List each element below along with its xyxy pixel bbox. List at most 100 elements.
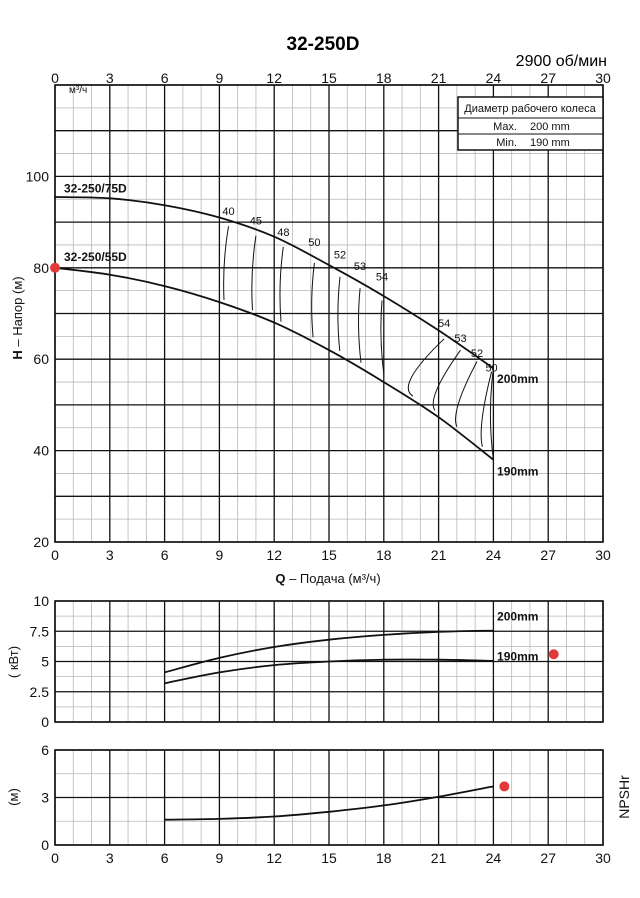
efficiency-label: 54	[376, 272, 388, 284]
head-top-x-tick-label: 12	[266, 70, 282, 86]
head-top-x-tick-label: 24	[486, 70, 502, 86]
head-top-x-tick-label: 3	[106, 70, 114, 86]
npsh-side-label: NPSHr	[616, 775, 632, 819]
head-x-tick-label: 24	[486, 547, 502, 563]
npsh-frame	[54, 749, 604, 846]
head-x-tick-label: 30	[595, 547, 611, 563]
impeller-max-value: 200 mm	[530, 121, 570, 133]
efficiency-iso-line	[251, 235, 257, 311]
efficiency-label: 50	[308, 237, 320, 249]
npsh-x-tick-label: 3	[106, 850, 114, 866]
efficiency-label: 52	[334, 250, 346, 262]
diameter-label-190: 190mm	[497, 464, 538, 478]
npsh-x-tick-label: 9	[216, 850, 224, 866]
efficiency-label: 52	[471, 348, 483, 360]
diameter-label-200: 200mm	[497, 372, 538, 386]
power-y-tick-label: 7.5	[30, 623, 50, 639]
efficiency-iso-line	[380, 300, 385, 376]
npsh-x-tick-label: 15	[321, 850, 337, 866]
npsh-x-tick-label: 18	[376, 850, 392, 866]
head-x-tick-label: 3	[106, 547, 114, 563]
chart-title: 32-250D	[287, 34, 360, 55]
power-frame	[54, 600, 604, 723]
npsh-x-tick-label: 6	[161, 850, 169, 866]
head-chart: 20 40 60 80 100 0 3 6 9 12 15 18 21 24 27 30 0 3 6 9 12 15 18 2…	[26, 70, 611, 563]
head-x-tick-label: 6	[161, 547, 169, 563]
efficiency-label: 54	[438, 318, 450, 330]
efficiency-iso-line	[407, 338, 445, 397]
head-top-x-tick-label: 18	[376, 70, 392, 86]
head-x-tick-label: 21	[431, 547, 447, 563]
power-y-tick-label: 0	[41, 714, 49, 730]
y-axis-power-label: ( кВт)	[6, 646, 21, 678]
head-top-x-tick-label: 6	[161, 70, 169, 86]
power-label-200: 200mm	[497, 609, 538, 623]
head-top-x-tick-label: 9	[216, 70, 224, 86]
power-red-marker	[548, 649, 559, 660]
efficiency-iso-line	[337, 276, 341, 352]
y-axis-npsh-label: (м)	[6, 788, 21, 806]
npsh-chart: 0 3 6 0 3 6 9 12 15 18 21 24 27 30	[41, 742, 611, 866]
model-label-55d: 32-250/55D	[64, 250, 127, 264]
head-top-x-tick-label: 30	[595, 70, 611, 86]
power-y-tick-label: 2.5	[30, 684, 50, 700]
efficiency-label: 40	[222, 206, 234, 218]
y-axis-head-symbol: H	[10, 350, 25, 359]
npsh-red-marker	[499, 781, 510, 792]
head-x-tick-label: 18	[376, 547, 392, 563]
power-series-190mm	[164, 658, 494, 685]
head-x-tick-label: 27	[540, 547, 556, 563]
head-x-tick-label: 0	[51, 547, 59, 563]
head-y-tick-label: 80	[33, 260, 49, 276]
head-y-tick-label: 60	[33, 351, 49, 367]
npsh-series-NPSHr	[164, 785, 494, 821]
npsh-y-tick-label: 6	[41, 742, 49, 758]
power-chart: 0 2.5 5 7.5 10 200mm 190mm	[30, 593, 604, 730]
efficiency-iso-line	[480, 371, 493, 447]
power-series-200mm	[164, 629, 494, 674]
y-axis-head-text: – Напор (м)	[10, 276, 25, 350]
npsh-x-tick-label: 12	[266, 850, 282, 866]
efficiency-label: 45	[250, 215, 262, 227]
head-top-x-tick-label: 15	[321, 70, 337, 86]
head-y-tick-label: 100	[26, 168, 50, 184]
head-x-tick-label: 15	[321, 547, 337, 563]
head-red-marker	[50, 262, 60, 273]
head-series-190mm	[54, 266, 494, 461]
x-axis-label-text: – Подача (м³/ч)	[285, 571, 380, 586]
efficiency-iso-line	[311, 262, 315, 338]
efficiency-label: 50	[485, 363, 497, 375]
efficiency-label: 53	[454, 333, 466, 345]
power-y-tick-label: 10	[33, 593, 49, 609]
impeller-min-label: Min.	[496, 137, 517, 149]
head-series-200mm	[54, 196, 494, 370]
efficiency-iso-line	[455, 361, 478, 428]
head-x-tick-label: 12	[266, 547, 282, 563]
head-top-x-tick-label: 0	[51, 70, 59, 86]
x-axis-label: Q – Подача (м³/ч)	[275, 571, 380, 586]
power-label-190: 190mm	[497, 649, 538, 663]
top-axis-unit: м³/ч	[69, 85, 87, 96]
efficiency-iso-line	[358, 288, 362, 363]
speed-label: 2900 об/мин	[516, 53, 607, 70]
impeller-diameter-box: Диаметр рабочего колеса Max. 200 mm Min.…	[457, 96, 604, 151]
head-y-tick-label: 20	[33, 534, 49, 550]
impeller-min-value: 190 mm	[530, 137, 570, 149]
npsh-x-tick-label: 0	[51, 850, 59, 866]
impeller-max-label: Max.	[493, 121, 517, 133]
npsh-x-tick-label: 24	[486, 850, 502, 866]
npsh-y-tick-label: 3	[41, 790, 49, 806]
efficiency-iso-line	[489, 368, 494, 460]
npsh-x-tick-label: 21	[431, 850, 447, 866]
impeller-box-heading: Диаметр рабочего колеса	[464, 103, 596, 115]
efficiency-iso-line	[279, 246, 284, 322]
npsh-x-tick-label: 27	[540, 850, 556, 866]
head-top-x-tick-label: 27	[540, 70, 556, 86]
efficiency-label: 48	[277, 227, 289, 239]
y-axis-head-label: H – Напор (м)	[10, 276, 25, 359]
npsh-y-tick-label: 0	[41, 837, 49, 853]
head-x-tick-label: 9	[216, 547, 224, 563]
efficiency-label: 53	[354, 261, 366, 273]
efficiency-iso-line	[432, 349, 461, 411]
